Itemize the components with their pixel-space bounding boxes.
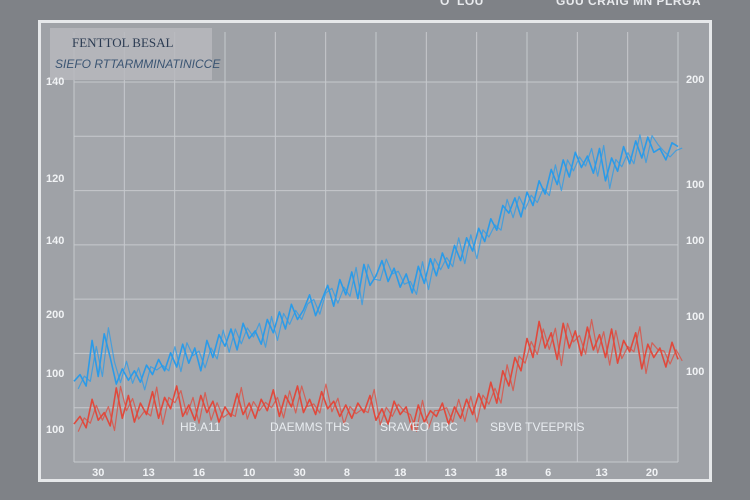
y-tick-right: 100 xyxy=(686,235,705,247)
series-line-2 xyxy=(73,320,679,431)
x-tick-label: 13 xyxy=(595,467,608,479)
x-tick-label: 16 xyxy=(192,467,206,479)
x-tick-label: 13 xyxy=(142,467,155,479)
x-tick-label: 6 xyxy=(545,467,552,479)
series-line-1 xyxy=(73,136,679,387)
chart-title: FENTTOL BESAL xyxy=(72,35,174,50)
x-tick-label: 8 xyxy=(343,467,350,479)
y-tick-right: 100 xyxy=(686,179,705,191)
x-tick-label: 13 xyxy=(444,467,457,479)
series-line-1 xyxy=(77,134,683,391)
y-tick-left: 120 xyxy=(46,173,65,185)
annotation-label: DAEMMS THS xyxy=(270,420,350,434)
header-left-text: O' LOU xyxy=(440,0,484,8)
y-tick-right: 200 xyxy=(686,74,705,86)
series-line-2 xyxy=(77,318,683,432)
y-tick-left: 200 xyxy=(46,309,65,321)
annotation-label: SRAVEO BRC xyxy=(380,420,458,434)
x-tick-label: 20 xyxy=(645,467,659,479)
annotation-label: SBVB TVEEPRIS xyxy=(490,420,585,434)
x-tick-label: 10 xyxy=(243,467,256,479)
y-tick-right: 100 xyxy=(686,366,705,378)
annotation-label: HB.A11 xyxy=(180,420,221,434)
title-panel xyxy=(50,28,212,80)
header-right-text: GUU CRAIG MN PLRGA xyxy=(556,0,701,8)
y-tick-left: 140 xyxy=(46,76,65,88)
y-tick-left: 100 xyxy=(46,424,65,436)
y-tick-left: 100 xyxy=(46,368,65,380)
y-tick-left: 140 xyxy=(46,235,65,247)
x-tick-label: 18 xyxy=(494,467,508,479)
x-tick-label: 18 xyxy=(394,467,407,479)
y-tick-right: 100 xyxy=(686,311,705,323)
x-tick-label: 30 xyxy=(293,467,306,479)
x-tick-label: 30 xyxy=(92,467,105,479)
chart-subtitle: SIEFO RTTARMMINATINICCE xyxy=(55,57,221,71)
